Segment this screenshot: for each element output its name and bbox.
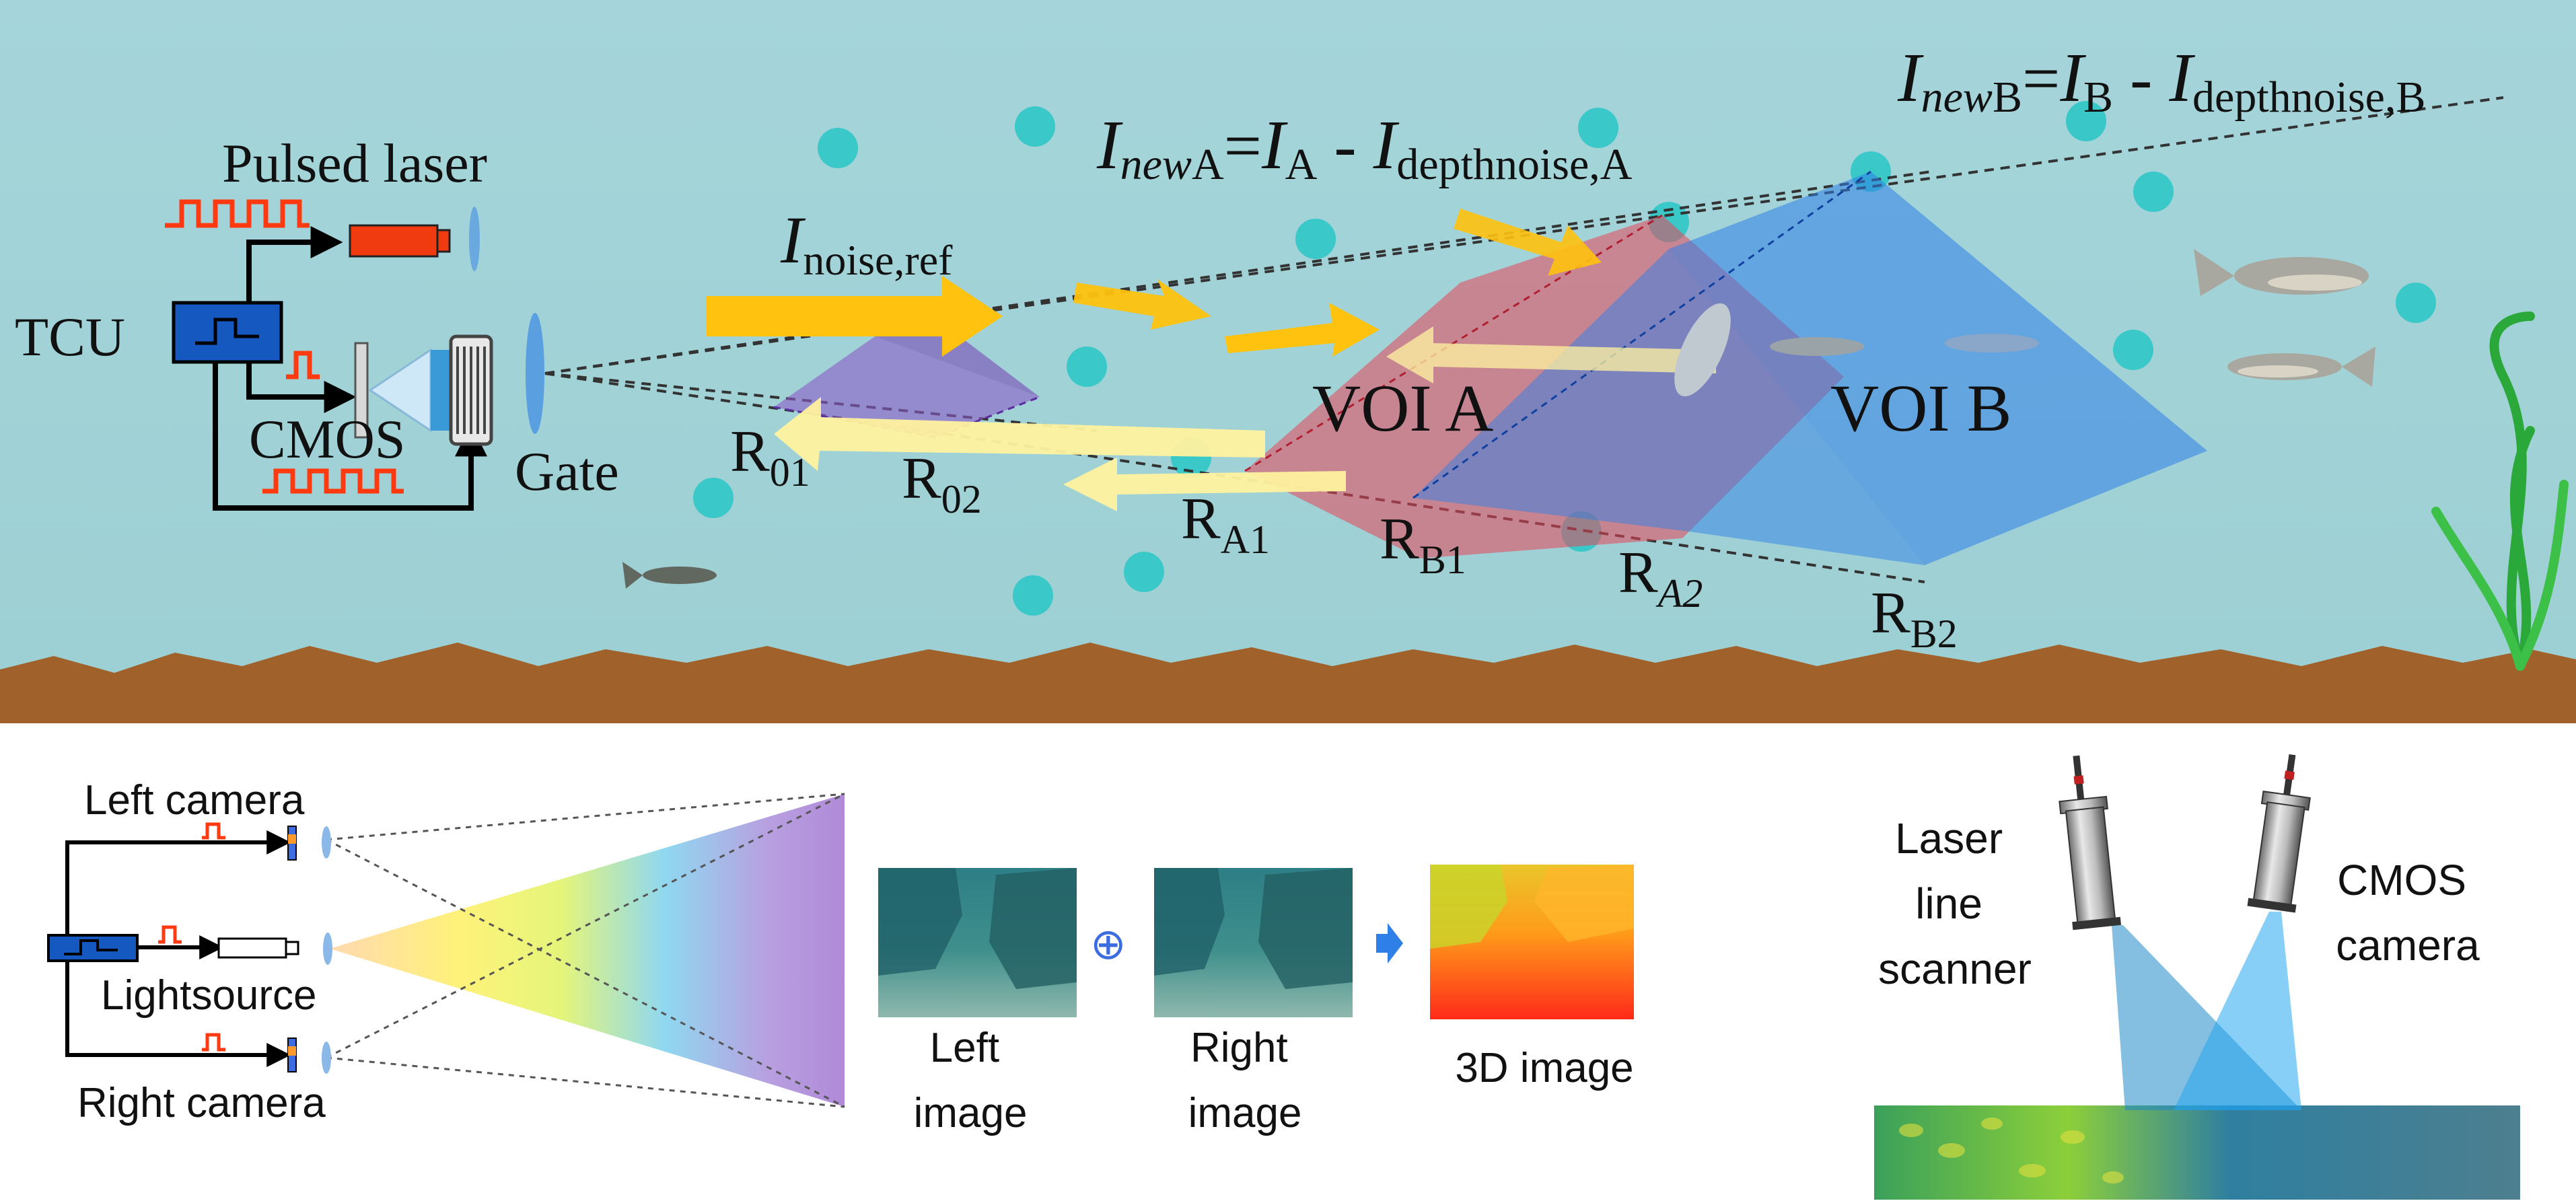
tcu-box xyxy=(172,301,283,364)
pulse-train-laser xyxy=(165,199,310,228)
controller-box xyxy=(47,934,139,962)
gated-imaging-apparatus xyxy=(165,199,544,511)
label-ra1: RA1 xyxy=(1181,486,1270,562)
label-voi-a: VOI A xyxy=(1312,371,1493,445)
label-left-camera: Left camera xyxy=(84,777,305,824)
seabed xyxy=(0,643,2576,723)
label-left-image: Left image xyxy=(914,1025,1028,1136)
label-right-image: Right image xyxy=(1188,1025,1302,1136)
fish-in-voi xyxy=(1674,303,2039,397)
stereo-vision-panel: Left camera Lightsource Right camera ⊕ L… xyxy=(47,777,1634,1136)
label-rb1: RB1 xyxy=(1380,507,1466,582)
right-camera-lens xyxy=(322,1042,331,1074)
cmos-camera-device xyxy=(2247,754,2311,913)
fish-small-right xyxy=(2227,347,2375,387)
label-tcu: TCU xyxy=(15,306,125,367)
voi-b-volume xyxy=(1412,170,2207,565)
label-noise-ref: Inoise,ref xyxy=(780,203,953,284)
top-panel: Pulsed laser TCU CMOS Gate Inoise,ref In… xyxy=(0,0,2576,723)
equation-voi-b: InewB=IB - Idepthnoise,B xyxy=(1897,39,2426,122)
right-image xyxy=(1154,868,1353,1017)
return-light-arrows xyxy=(774,326,1716,511)
seaweed xyxy=(2431,312,2569,671)
scanned-seafloor xyxy=(1874,1105,2520,1200)
pulse-light xyxy=(158,925,182,944)
combine-symbol: ⊕ xyxy=(1090,920,1126,968)
pulse-gate xyxy=(286,351,320,379)
gate-lens xyxy=(526,313,544,434)
label-cmos-camera: CMOS camera xyxy=(2336,856,2480,970)
label-pulsed-laser: Pulsed laser xyxy=(222,133,487,194)
label-lightsource: Lightsource xyxy=(101,972,317,1019)
left-image xyxy=(878,868,1077,1017)
label-rb2: RB2 xyxy=(1871,581,1958,656)
arrow-to-3d xyxy=(1376,923,1403,963)
fish-large-right xyxy=(2194,249,2369,296)
light-fan xyxy=(330,794,845,1107)
equation-voi-a: InewA=IA - Idepthnoise,A xyxy=(1096,106,1633,189)
label-laser-line-scanner: Laser line scanner xyxy=(1878,814,2032,993)
laser-lens xyxy=(469,207,480,271)
pulse-train-cmos xyxy=(262,468,404,494)
camera-view-cone xyxy=(2174,912,2301,1110)
fish-left-small xyxy=(622,562,717,589)
label-ra2: RA2 xyxy=(1618,540,1703,616)
lightsource-body xyxy=(217,937,287,959)
left-camera-lens xyxy=(322,826,331,859)
depth-image xyxy=(1430,865,1634,1019)
pulse-right-cam xyxy=(202,1033,225,1052)
laser-scanner-device xyxy=(2059,755,2122,931)
forward-light-arrows xyxy=(707,209,1602,357)
label-r01: R01 xyxy=(730,419,810,495)
laser-body xyxy=(349,224,439,258)
lightsource-lens xyxy=(323,933,332,965)
label-cmos: CMOS xyxy=(249,408,405,470)
label-3d-image: 3D image xyxy=(1455,1045,1633,1091)
label-right-camera: Right camera xyxy=(77,1080,326,1126)
label-gate: Gate xyxy=(515,441,619,502)
label-r02: R02 xyxy=(902,446,982,521)
pulse-left-cam xyxy=(202,822,225,840)
label-voi-b: VOI B xyxy=(1830,371,2011,445)
laser-scanner-panel: Laser line scanner CMOS camera xyxy=(1874,754,2520,1200)
